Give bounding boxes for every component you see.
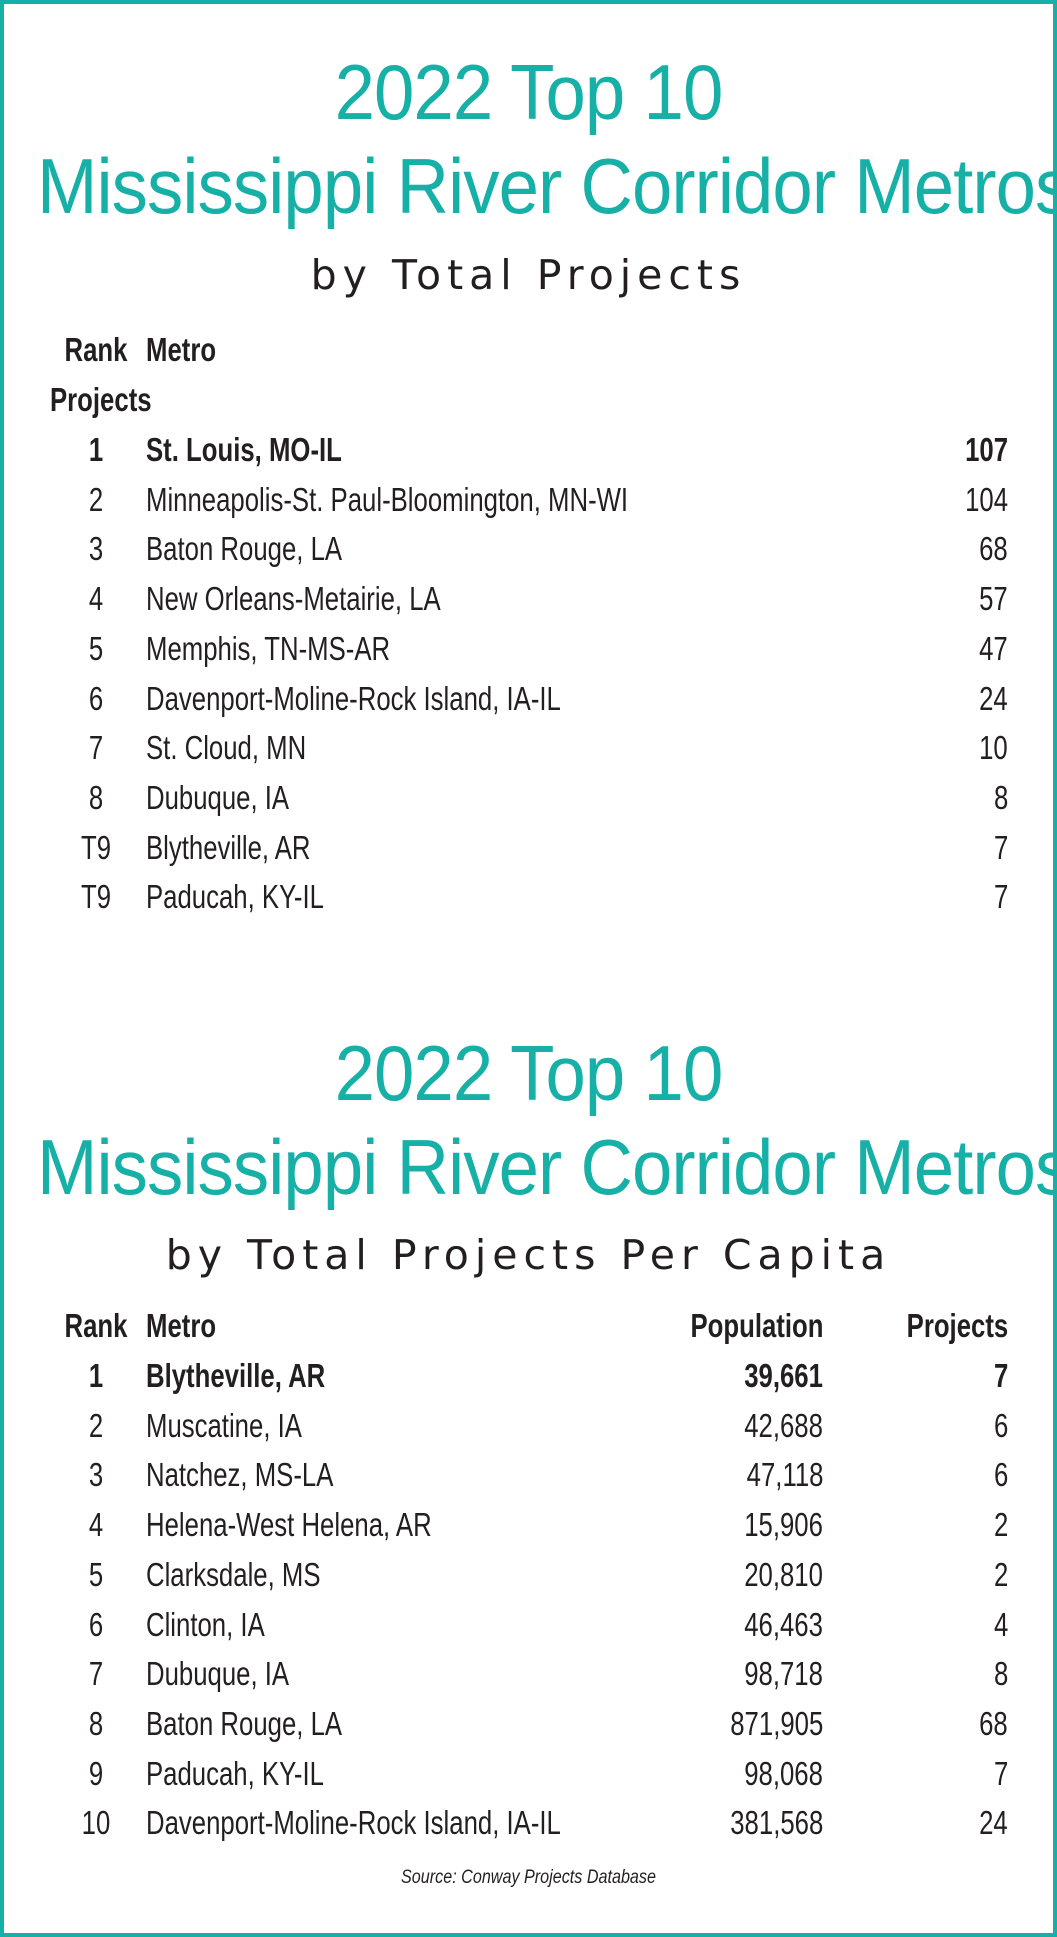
population-cell: 15,906 <box>744 1506 823 1544</box>
metro-cell: Helena-West Helena, AR <box>146 1506 432 1544</box>
projects-cell: 107 <box>965 431 1008 468</box>
rank-cell: T9 <box>80 828 112 866</box>
projects-cell: 8 <box>993 1655 1008 1693</box>
population-cell: 42,688 <box>744 1406 823 1444</box>
metro-cell: Baton Rouge, LA <box>146 530 343 568</box>
section1-title-line1: 2022 Top 10 <box>334 48 724 136</box>
rank-cell: 8 <box>88 1704 104 1742</box>
projects-cell: 8 <box>993 778 1008 816</box>
section2-subtitle: by Total Projects Per Capita <box>165 1231 892 1279</box>
metro-cell: Paducah, KY-IL <box>146 1754 324 1792</box>
source-note: Source: Conway Projects Database <box>401 1867 656 1888</box>
projects-cell: 4 <box>993 1605 1008 1643</box>
metro-cell: New Orleans-Metairie, LA <box>146 580 441 618</box>
projects-cell: 68 <box>979 1704 1008 1742</box>
rank-cell: 7 <box>88 1655 104 1693</box>
rank-cell: 1 <box>88 431 104 468</box>
metro-cell: Clinton, IA <box>146 1605 265 1643</box>
rank-cell: 5 <box>88 629 104 667</box>
population-cell: 98,068 <box>744 1754 823 1792</box>
rank-cell: 5 <box>88 1555 104 1593</box>
metro-cell: Natchez, MS-LA <box>146 1456 334 1494</box>
metro-cell: Davenport-Moline-Rock Island, IA-IL <box>146 1804 561 1842</box>
section1-title-line2: Mississippi River Corridor Metros <box>36 142 1057 230</box>
metro-cell: St. Louis, MO-IL <box>146 431 342 468</box>
section1-header-projects: Projects <box>50 381 152 418</box>
metro-cell: Blytheville, AR <box>146 1357 326 1394</box>
rank-cell: 6 <box>88 1605 104 1643</box>
section2-header-population: Population <box>690 1307 823 1344</box>
projects-cell: 10 <box>979 729 1008 767</box>
population-cell: 98,718 <box>744 1655 823 1693</box>
section2-header-rank: Rank <box>64 1307 128 1344</box>
rank-cell: T9 <box>80 878 112 916</box>
rank-cell: 2 <box>88 480 104 518</box>
metro-cell: Dubuque, IA <box>146 778 290 816</box>
rank-cell: 10 <box>81 1804 111 1842</box>
projects-cell: 68 <box>979 530 1008 568</box>
rank-cell: 9 <box>88 1754 104 1792</box>
projects-cell: 7 <box>993 1357 1008 1394</box>
metro-cell: Blytheville, AR <box>146 828 311 866</box>
section2-title-line1: 2022 Top 10 <box>334 1029 724 1117</box>
projects-cell: 2 <box>993 1555 1008 1593</box>
projects-cell: 6 <box>993 1456 1008 1494</box>
population-cell: 39,661 <box>744 1357 823 1394</box>
rank-cell: 1 <box>88 1357 104 1394</box>
metro-cell: Davenport-Moline-Rock Island, IA-IL <box>146 679 561 717</box>
projects-cell: 2 <box>993 1506 1008 1544</box>
section2-header-metro: Metro <box>146 1307 217 1344</box>
projects-cell: 7 <box>993 828 1008 866</box>
population-cell: 20,810 <box>744 1555 823 1593</box>
projects-cell: 47 <box>979 629 1008 667</box>
metro-cell: Paducah, KY-IL <box>146 878 324 916</box>
section1-header-metro: Metro <box>146 331 217 368</box>
metro-cell: Minneapolis-St. Paul-Bloomington, MN-WI <box>146 480 629 518</box>
metro-cell: Clarksdale, MS <box>146 1555 321 1593</box>
projects-cell: 7 <box>993 878 1008 916</box>
section1-subtitle: by Total Projects <box>310 251 747 299</box>
projects-cell: 24 <box>979 679 1008 717</box>
projects-cell: 6 <box>993 1406 1008 1444</box>
projects-cell: 57 <box>979 580 1008 618</box>
metro-cell: St. Cloud, MN <box>146 729 307 767</box>
population-cell: 871,905 <box>729 1704 823 1742</box>
rank-cell: 7 <box>88 729 104 767</box>
rank-cell: 6 <box>88 679 104 717</box>
rank-cell: 4 <box>88 580 104 618</box>
projects-cell: 24 <box>979 1804 1008 1842</box>
metro-cell: Baton Rouge, LA <box>146 1704 343 1742</box>
rank-cell: 4 <box>88 1506 104 1544</box>
rank-cell: 8 <box>88 778 104 816</box>
rank-cell: 3 <box>88 530 104 568</box>
metro-cell: Dubuque, IA <box>146 1655 290 1693</box>
section1-header-rank: Rank <box>64 331 128 368</box>
section2-title-line2: Mississippi River Corridor Metros <box>36 1123 1057 1211</box>
section2-header-projects: Projects <box>906 1307 1008 1344</box>
population-cell: 381,568 <box>729 1804 823 1842</box>
metro-cell: Muscatine, IA <box>146 1406 302 1444</box>
metro-cell: Memphis, TN-MS-AR <box>146 629 391 667</box>
population-cell: 47,118 <box>746 1456 823 1494</box>
projects-cell: 104 <box>965 480 1008 518</box>
rank-cell: 2 <box>88 1406 104 1444</box>
rank-cell: 3 <box>88 1456 104 1494</box>
population-cell: 46,463 <box>744 1605 823 1643</box>
projects-cell: 7 <box>993 1754 1008 1792</box>
